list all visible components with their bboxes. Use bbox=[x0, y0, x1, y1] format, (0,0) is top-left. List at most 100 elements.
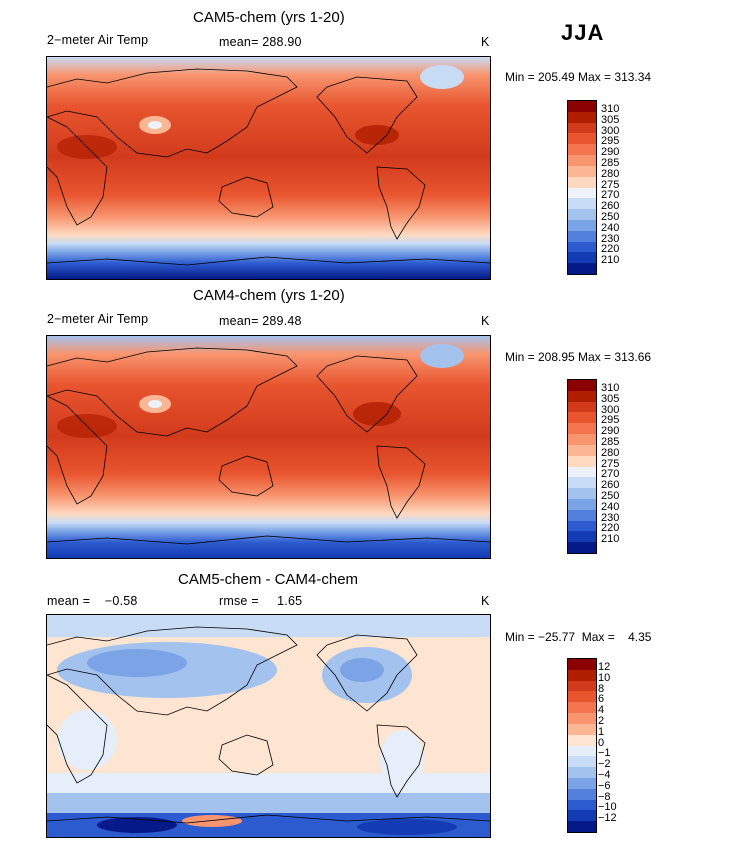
panel3-colorbar-swatch bbox=[568, 702, 596, 714]
panel3-colorbar-swatch bbox=[568, 821, 596, 832]
panel1-cb-label: 290 bbox=[601, 146, 620, 159]
panel1-variable-label: 2−meter Air Temp bbox=[47, 33, 149, 47]
panel1-cb-label: 220 bbox=[601, 243, 620, 256]
panel2-colorbar-swatch bbox=[568, 498, 596, 510]
panel2-colorbar-labels: 310 305 300 295 290 285 280 275 270 260 … bbox=[601, 383, 619, 545]
panel1-units-label: K bbox=[481, 35, 490, 49]
panel1-colorbar-swatch bbox=[568, 187, 596, 199]
panel1-cb-label: 210 bbox=[601, 254, 620, 267]
panel3-cb-label: 8 bbox=[598, 682, 605, 695]
panel3-cb-label: 6 bbox=[598, 693, 605, 706]
panel3-colorbar-swatch bbox=[568, 799, 596, 811]
panel2-colorbar-swatch bbox=[568, 412, 596, 424]
panel1-colorbar-swatch bbox=[568, 176, 596, 188]
panel2-cb-label: 285 bbox=[601, 435, 620, 448]
panel2-coast-australia bbox=[218, 455, 274, 497]
panel1-colorbar-swatch bbox=[568, 155, 596, 166]
panel3-cb-label: 2 bbox=[598, 714, 605, 727]
panel1-cb-label: 275 bbox=[601, 178, 620, 191]
panel2-variable-label: 2−meter Air Temp bbox=[47, 312, 149, 326]
panel1-cb-label: 250 bbox=[601, 210, 620, 223]
panel2-colorbar-swatch bbox=[568, 434, 596, 445]
panel2-coast-eurasia bbox=[47, 347, 298, 437]
panel3-coast-namerica bbox=[316, 634, 418, 712]
panel1-colorbar-swatch bbox=[568, 209, 596, 220]
panel3-colorbar-swatch bbox=[568, 788, 596, 800]
panel1-coast-namerica bbox=[316, 76, 418, 154]
panel2-greenland bbox=[420, 344, 464, 368]
panel3-colorbar-swatch bbox=[568, 680, 596, 692]
panel1-colorbar-labels: 310 305 300 295 290 285 280 275 270 260 … bbox=[601, 104, 619, 266]
panel3-colorbar-swatch bbox=[568, 767, 596, 778]
panel3-cb-label: 0 bbox=[598, 736, 605, 749]
panel1-cb-label: 230 bbox=[601, 232, 620, 245]
panel2-cb-label: 220 bbox=[601, 522, 620, 535]
panel2-cb-label: 295 bbox=[601, 414, 620, 427]
panel3-title: CAM5-chem - CAM4-chem bbox=[178, 571, 359, 588]
panel3-coastlines bbox=[47, 626, 490, 824]
panel1-colorbar-swatch bbox=[568, 165, 596, 177]
panel3-coast-samerica bbox=[376, 724, 426, 798]
panel2-colorbar-swatch bbox=[568, 520, 596, 532]
panel1-coast-samerica bbox=[376, 166, 426, 240]
panel2-colorbar-swatch bbox=[568, 542, 596, 553]
panel1-map bbox=[46, 56, 491, 280]
panel3-cb-label: −12 bbox=[598, 812, 617, 825]
panel3-band-south-light bbox=[47, 773, 490, 793]
panel2-cb-label: 270 bbox=[601, 468, 620, 481]
panel2-cb-label: 250 bbox=[601, 489, 620, 502]
panel2-cb-label: 300 bbox=[601, 403, 620, 416]
panel2-cb-label: 240 bbox=[601, 500, 620, 513]
panel2-colorbar-swatch bbox=[568, 455, 596, 467]
panel2-cb-label: 290 bbox=[601, 425, 620, 438]
panel1-colorbar-swatch bbox=[568, 133, 596, 145]
panel2-cb-label: 260 bbox=[601, 479, 620, 492]
panel2-cb-label: 305 bbox=[601, 392, 620, 405]
panel2-colorbar-swatch bbox=[568, 380, 596, 391]
panel2-colorbar-swatch bbox=[568, 401, 596, 413]
panel2-tibet-core bbox=[148, 400, 162, 408]
panel1-tibet-core bbox=[148, 121, 162, 129]
panel3-colorbar-swatch bbox=[568, 723, 596, 735]
panel2-colorbar-swatch bbox=[568, 423, 596, 435]
panel2-colorbar-swatch bbox=[568, 390, 596, 402]
panel2-features bbox=[47, 344, 490, 545]
panel2-title: CAM4-chem (yrs 1-20) bbox=[193, 287, 345, 304]
panel3-cb-label: 4 bbox=[598, 704, 605, 717]
panel1-colorbar-swatch bbox=[568, 111, 596, 123]
panel3-mean-label: mean = −0.58 bbox=[47, 594, 138, 608]
panel2-cb-label: 280 bbox=[601, 446, 620, 459]
panel3-cb-label: −4 bbox=[598, 768, 611, 781]
panel2-cb-label: 230 bbox=[601, 511, 620, 524]
panel3-cb-label: −1 bbox=[598, 747, 611, 760]
panel3-cb-label: 12 bbox=[598, 661, 611, 673]
season-label: JJA bbox=[561, 20, 605, 45]
panel3-colorbar-swatch bbox=[568, 713, 596, 724]
panel2-coast-antarctica bbox=[47, 535, 490, 545]
panel2-units-label: K bbox=[481, 314, 490, 328]
panel3-colorbar bbox=[567, 658, 597, 833]
panel2-cb-label: 310 bbox=[601, 382, 620, 394]
panel3-coast-antarctica bbox=[47, 814, 490, 824]
panel2-field bbox=[47, 336, 490, 558]
panel3-colorbar-swatch bbox=[568, 745, 596, 757]
panel1-minmax-label: Min = 205.49 Max = 313.34 bbox=[505, 70, 652, 84]
panel1-colorbar bbox=[567, 100, 597, 275]
panel1-cb-label: 305 bbox=[601, 113, 620, 126]
panel1-cb-label: 310 bbox=[601, 103, 620, 115]
panel3-cb-label: 1 bbox=[598, 725, 605, 738]
panel3-eurasia-cooler bbox=[87, 649, 187, 677]
panel2-colorbar bbox=[567, 379, 597, 554]
panel3-colorbar-labels: 12 10 8 6 4 2 1 0 −1 −2 −4 −6 −8 −10 −12 bbox=[598, 662, 617, 824]
panel3-rmse-label: rmse = 1.65 bbox=[219, 594, 303, 608]
panel3-antarctic-deep2 bbox=[357, 819, 457, 835]
panel1-colorbar-swatches bbox=[568, 101, 596, 274]
panel1-title: CAM5-chem (yrs 1-20) bbox=[193, 9, 345, 26]
panel1-colorbar-swatch bbox=[568, 144, 596, 156]
panel2-colorbar-swatch bbox=[568, 466, 596, 478]
panel3-units-label: K bbox=[481, 594, 490, 608]
panel2-hot-spot-na bbox=[353, 402, 401, 426]
panel3-cb-label: 10 bbox=[598, 671, 611, 684]
panel2-colorbar-swatch bbox=[568, 477, 596, 489]
panel3-colorbar-swatch bbox=[568, 810, 596, 822]
